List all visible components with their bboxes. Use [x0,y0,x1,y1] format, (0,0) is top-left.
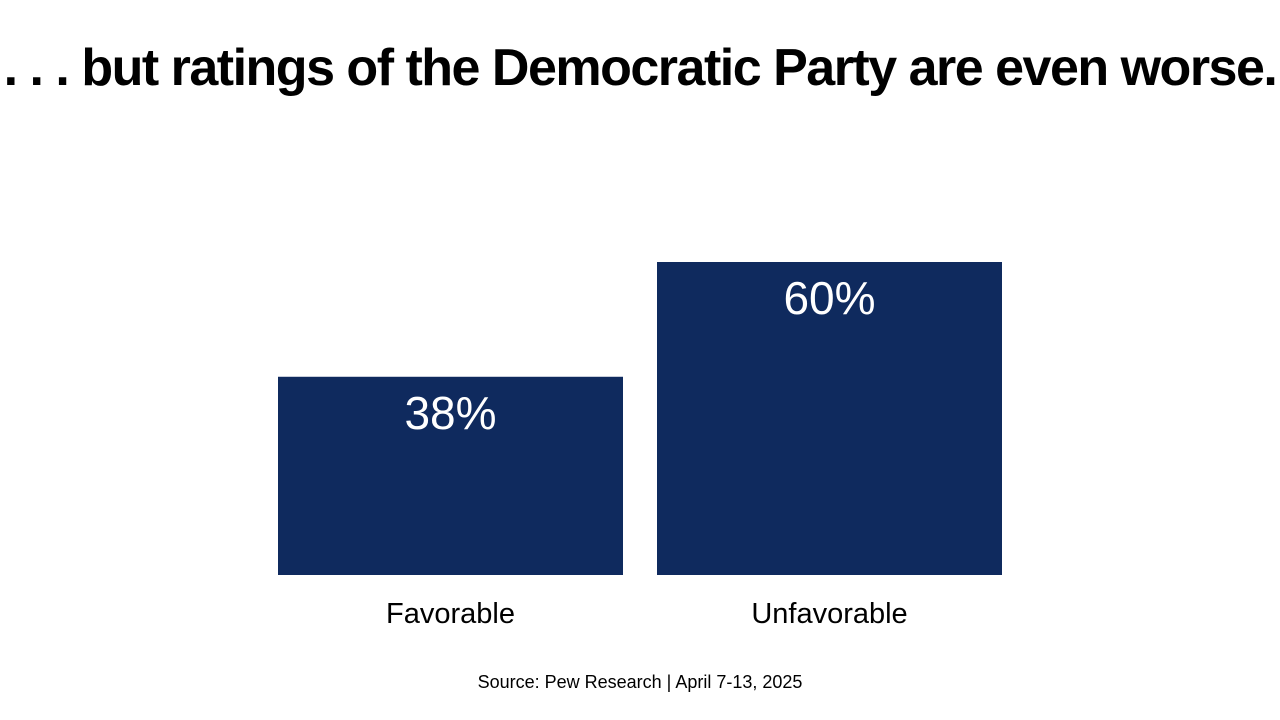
data-label-unfavorable: 60% [783,272,875,324]
data-label-favorable: 38% [404,387,496,439]
page-title: . . . but ratings of the Democratic Part… [3,39,1278,97]
bar-favorable [278,376,623,575]
category-label-favorable: Favorable [386,598,515,630]
bar-unfavorable [657,262,1002,575]
category-label-unfavorable: Unfavorable [751,598,907,630]
source-note: Source: Pew Research | April 7-13, 2025 [477,672,803,692]
